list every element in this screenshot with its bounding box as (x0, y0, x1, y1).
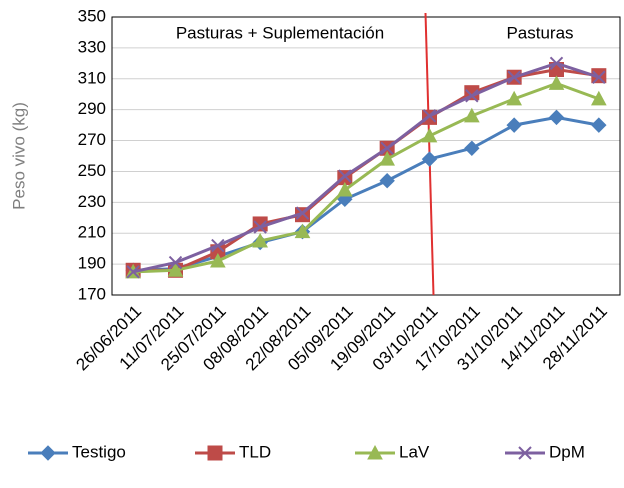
series-line (132, 61, 600, 274)
data-point (422, 109, 437, 123)
data-point (506, 90, 523, 106)
y-tick-label: 250 (78, 161, 106, 180)
data-point (294, 223, 311, 239)
data-point (591, 117, 607, 133)
data-point (295, 206, 310, 220)
y-axis-label: Peso vivo (kg) (9, 102, 28, 210)
legend-marker (207, 445, 223, 461)
plot-border (111, 16, 621, 296)
legend-label: TLD (239, 442, 271, 461)
y-tick-label: 330 (78, 37, 106, 56)
data-point (421, 127, 438, 143)
y-tick-label: 290 (78, 99, 106, 118)
data-point (464, 140, 480, 156)
data-point (379, 173, 395, 189)
series-line (133, 67, 600, 272)
legend-label: Testigo (72, 442, 126, 461)
data-point (463, 107, 480, 123)
data-point (592, 70, 606, 84)
data-point (590, 90, 607, 106)
y-tick-label: 230 (78, 192, 106, 211)
legend-marker (518, 446, 532, 460)
y-tick-label: 210 (78, 223, 106, 242)
y-tick-label: 190 (78, 254, 106, 273)
legend-label: LaV (399, 442, 430, 461)
data-point (211, 238, 225, 253)
data-point (379, 151, 396, 166)
y-tick-label: 270 (78, 130, 106, 149)
y-tick-label: 350 (78, 6, 106, 25)
data-point (126, 265, 140, 279)
data-point (167, 262, 184, 277)
data-point (253, 220, 267, 234)
data-point (337, 191, 353, 207)
data-point (209, 252, 226, 268)
data-point (338, 169, 352, 183)
y-tick-label: 310 (78, 68, 106, 87)
data-point (549, 56, 564, 71)
legend-marker (367, 444, 383, 460)
data-point (506, 117, 522, 133)
data-point (168, 255, 183, 270)
data-point (465, 89, 479, 103)
series-line (133, 81, 600, 274)
annotation: Pasturas + Suplementación (176, 23, 384, 42)
data-point (252, 232, 269, 248)
legend-marker (40, 445, 56, 461)
annotation: Pasturas (506, 23, 573, 42)
data-point (507, 70, 521, 84)
data-point (548, 75, 565, 90)
legend-label: DpM (549, 442, 585, 461)
data-point (548, 109, 565, 126)
data-point (421, 151, 438, 167)
data-point (336, 181, 353, 197)
data-point (380, 141, 394, 155)
y-tick-label: 170 (78, 284, 106, 303)
